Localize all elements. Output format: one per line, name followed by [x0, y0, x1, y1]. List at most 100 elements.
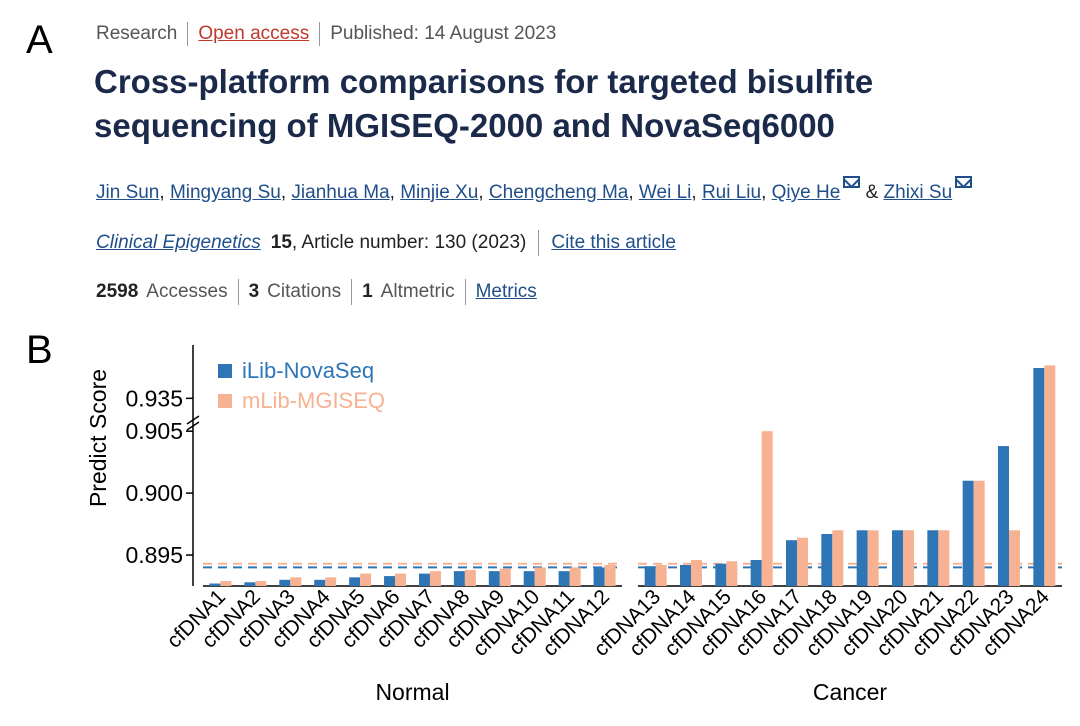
y-tick-label: 0.905 [125, 418, 183, 444]
divider [237, 279, 239, 305]
legend-label-mgiseq: mLib-MGISEQ [242, 388, 385, 413]
bar-novaseq-cfdna17 [786, 540, 797, 586]
divider [538, 230, 540, 256]
bar-mgiseq-cfdna14 [691, 559, 702, 586]
bar-mgiseq-cfdna23 [1009, 530, 1020, 586]
bar-novaseq-cfdna8 [453, 571, 465, 586]
axis-break-mark [186, 415, 200, 425]
article-title: Cross-platform comparisons for targeted … [94, 63, 874, 144]
panel-label-b: B [26, 328, 53, 372]
group-label-normal: Normal [375, 679, 449, 705]
bar-novaseq-cfdna15 [715, 563, 727, 586]
bar-novaseq-cfdna12 [593, 567, 605, 586]
bar-novaseq-cfdna21 [927, 530, 939, 586]
bar-mgiseq-cfdna1 [220, 581, 232, 586]
bar-mgiseq-cfdna20 [903, 530, 914, 586]
author-link[interactable]: Rui Liu [701, 182, 762, 203]
bar-novaseq-cfdna6 [384, 576, 396, 586]
bar-mgiseq-cfdna6 [395, 573, 407, 586]
group-label-cancer: Cancer [813, 679, 887, 705]
bar-novaseq-cfdna14 [680, 564, 691, 586]
bar-novaseq-cfdna18 [821, 533, 833, 586]
bar-novaseq-cfdna16 [750, 559, 762, 586]
journal-row: Clinical Epigenetics 15 , Article number… [96, 230, 676, 256]
author-link[interactable]: Jianhua Ma [291, 182, 390, 203]
author-link[interactable]: Zhixi Su [883, 182, 953, 203]
bar-novaseq-cfdna3 [279, 579, 291, 586]
author-list: Jin Sun, Mingyang Su, Jianhua Ma, Minjie… [96, 176, 973, 204]
bar-mgiseq-cfdna12 [604, 564, 616, 586]
bar-mgiseq-cfdna22 [973, 480, 985, 586]
citations-count: 3 [248, 281, 260, 302]
bar-novaseq-cfdna10 [523, 571, 535, 586]
y-axis-label: Predict Score [85, 369, 111, 507]
bar-novaseq-cfdna22 [962, 480, 974, 586]
panel-label-a: A [26, 18, 53, 62]
bar-novaseq-cfdna9 [488, 571, 500, 586]
author-link[interactable]: Jin Sun [96, 182, 160, 203]
bar-mgiseq-cfdna2 [255, 581, 267, 586]
author-link[interactable]: Chengcheng Ma [488, 182, 629, 203]
accesses-label: Accesses [146, 281, 228, 302]
bar-novaseq-cfdna7 [418, 573, 430, 586]
legend-swatch-novaseq [218, 364, 232, 378]
accesses-count: 2598 [96, 281, 139, 302]
bar-mgiseq-cfdna11 [569, 567, 581, 586]
open-access-link[interactable]: Open access [198, 23, 310, 44]
citations-label: Citations [267, 281, 342, 302]
author-link[interactable]: Qiye He [771, 182, 841, 203]
bar-mgiseq-cfdna18 [832, 530, 844, 586]
bar-novaseq-cfdna11 [558, 571, 570, 586]
y-tick-label: 0.900 [125, 480, 183, 506]
bar-novaseq-cfdna19 [856, 530, 868, 586]
author-link[interactable]: Wei Li [638, 182, 692, 203]
axis-break-mark [186, 421, 200, 431]
bar-novaseq-cfdna4 [314, 579, 326, 586]
bar-mgiseq-cfdna10 [534, 567, 546, 586]
bar-novaseq-cfdna1 [209, 583, 221, 586]
bar-mgiseq-cfdna16 [761, 431, 773, 586]
bar-mgiseq-cfdna8 [464, 569, 476, 586]
bar-mgiseq-cfdna7 [429, 571, 441, 586]
bar-mgiseq-cfdna4 [325, 577, 337, 586]
author-link[interactable]: Minjie Xu [400, 182, 479, 203]
divider [464, 279, 466, 305]
email-icon[interactable] [843, 176, 861, 188]
metrics-row: 2598 Accesses 3 Citations 1 Altmetric Me… [96, 279, 537, 305]
altmetric-label: Altmetric [380, 281, 455, 302]
bar-mgiseq-cfdna21 [938, 530, 950, 586]
journal-link[interactable]: Clinical Epigenetics [96, 232, 261, 253]
article-type: Research [96, 23, 178, 44]
bar-mgiseq-cfdna17 [797, 537, 808, 586]
metrics-link[interactable]: Metrics [475, 281, 537, 302]
y-tick-label: 0.895 [125, 542, 183, 568]
bar-mgiseq-cfdna24 [1044, 365, 1056, 586]
article-number: , Article number: 130 (2023) [291, 232, 527, 253]
bar-novaseq-cfdna13 [644, 566, 656, 586]
divider [319, 22, 321, 46]
bar-novaseq-cfdna5 [349, 577, 361, 586]
divider [187, 22, 189, 46]
author-link[interactable]: Mingyang Su [169, 182, 281, 203]
email-icon[interactable] [955, 176, 973, 188]
bar-novaseq-cfdna20 [892, 530, 903, 586]
bar-mgiseq-cfdna19 [867, 530, 879, 586]
bar-mgiseq-cfdna15 [726, 561, 738, 586]
altmetric-count: 1 [362, 281, 373, 302]
legend-label-novaseq: iLib-NovaSeq [242, 358, 374, 383]
y-tick-label: 0.935 [125, 385, 183, 411]
bar-mgiseq-cfdna3 [290, 577, 302, 586]
cite-article-link[interactable]: Cite this article [551, 232, 676, 253]
bar-novaseq-cfdna2 [244, 582, 256, 586]
article-meta-row: Research Open access Published: 14 Augus… [96, 22, 556, 46]
divider [351, 279, 353, 305]
bar-novaseq-cfdna24 [1033, 368, 1045, 586]
bar-mgiseq-cfdna13 [655, 564, 667, 586]
journal-volume: 15 [270, 232, 292, 253]
bar-mgiseq-cfdna5 [360, 573, 372, 586]
bar-mgiseq-cfdna9 [499, 568, 511, 586]
bar-novaseq-cfdna23 [998, 446, 1009, 586]
legend-swatch-mgiseq [218, 394, 232, 408]
published-date: Published: 14 August 2023 [330, 23, 557, 44]
